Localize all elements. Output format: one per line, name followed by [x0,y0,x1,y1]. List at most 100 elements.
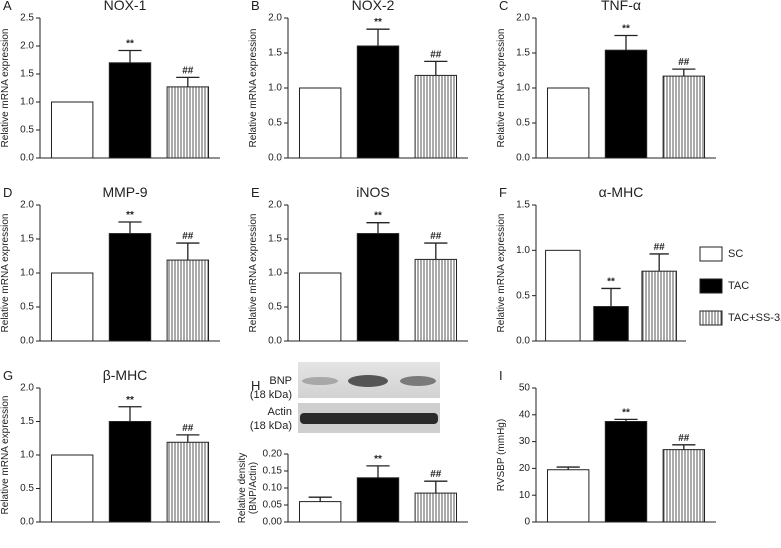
y-axis-label: Relative mRNA expression [0,214,11,333]
panel-letter: H [251,378,260,393]
error-bar [601,287,621,307]
bar [298,272,342,342]
y-tick-label: 1.0 [20,97,34,108]
error-bar [614,34,638,51]
bar [356,45,400,159]
y-axis-label: RVSBP (mmHg) [496,419,507,491]
bar [641,270,677,342]
y-tick-label: 0.5 [268,302,282,313]
error-bar [118,221,142,234]
error-bar [366,465,390,478]
y-tick-label: 0.0 [516,153,530,164]
significance-label: ** [607,276,615,287]
y-tick-label: 30 [519,436,531,447]
bar [546,469,590,523]
y-tick-label: 50 [519,383,531,394]
significance-label: ** [622,407,630,418]
y-tick-label: 2.0 [20,41,34,52]
y-tick-label: 2.5 [20,13,34,24]
legend-swatch [699,310,723,326]
y-axis-label: (BNP/Actin) [248,462,259,514]
y-tick-label: 1.5 [20,234,34,245]
error-bar [176,434,200,443]
bar [166,441,210,523]
error-bar [366,28,390,46]
panel-letter: E [251,185,260,200]
y-tick-label: 0.0 [20,336,34,347]
y-tick-label: 1.0 [516,83,530,94]
y-tick-label: 1.5 [516,48,530,59]
significance-label: ## [678,57,690,68]
bar [604,421,648,523]
significance-label: ## [430,469,442,480]
significance-label: ## [654,242,666,253]
significance-label: ## [182,231,194,242]
legend-label: TAC [728,280,749,292]
y-tick-label: 40 [519,409,531,420]
y-tick-label: 0.5 [268,118,282,129]
bar [108,421,152,523]
y-tick-label: 1.5 [268,234,282,245]
blot-label: (18 kDa) [250,420,292,432]
y-axis-label: Relative mRNA expression [0,29,11,148]
blot-image [298,362,440,433]
bar [108,233,152,342]
y-tick-label: 0.00 [263,517,283,528]
blot-label: BNP [269,375,292,387]
significance-label: ** [126,395,134,406]
bar [50,454,94,523]
y-tick-label: 0.0 [20,153,34,164]
y-tick-label: 0.5 [20,483,34,494]
legend-label: TAC+SS-31 [728,312,781,324]
bar [50,101,94,159]
chart-title: NOX-2 [352,0,395,13]
bar [662,449,706,523]
error-bar [424,242,448,260]
y-tick-label: 1.0 [516,245,530,256]
bar [356,477,400,523]
bar [414,492,458,523]
y-axis-label: Relative mRNA expression [496,29,507,148]
bar [662,75,706,159]
error-bar [424,480,448,494]
significance-label: ** [374,454,382,465]
legend-swatch [699,278,723,294]
significance-label: ** [374,17,382,28]
y-tick-label: 0.5 [20,302,34,313]
error-bar [424,60,448,76]
y-axis-label: Relative mRNA expression [0,396,11,515]
chart-title: TNF-α [601,0,641,13]
error-bar [672,68,696,77]
blot-label: (18 kDa) [250,389,292,401]
y-axis-label: Relative mRNA expression [248,29,259,148]
bar [593,306,629,342]
significance-label: ## [678,433,690,444]
y-tick-label: 0.20 [263,449,283,460]
y-tick-label: 0.10 [263,483,283,494]
y-axis-label: Relative mRNA expression [248,214,259,333]
error-bar [118,49,142,63]
significance-label: ** [622,24,630,35]
y-tick-label: 0 [524,517,530,528]
y-tick-label: 2.0 [268,13,282,24]
significance-label: ** [126,38,134,49]
chart-title: MMP-9 [102,184,147,200]
y-tick-label: 0.0 [20,517,34,528]
y-tick-label: 1.5 [20,69,34,80]
y-axis-label: Relative mRNA expression [496,214,507,333]
legend-swatch [699,246,723,262]
bar [298,501,342,523]
error-bar [308,496,332,502]
panel-letter: A [3,0,12,13]
y-tick-label: 0.0 [268,153,282,164]
significance-label: ** [374,211,382,222]
y-tick-label: 0.05 [263,500,283,511]
bar [50,272,94,342]
panel-letter: D [3,185,12,200]
y-tick-label: 0.5 [20,125,34,136]
significance-label: ** [126,210,134,221]
y-tick-label: 2.0 [20,383,34,394]
y-tick-label: 2.0 [516,13,530,24]
blot-label: Actin [268,406,292,418]
